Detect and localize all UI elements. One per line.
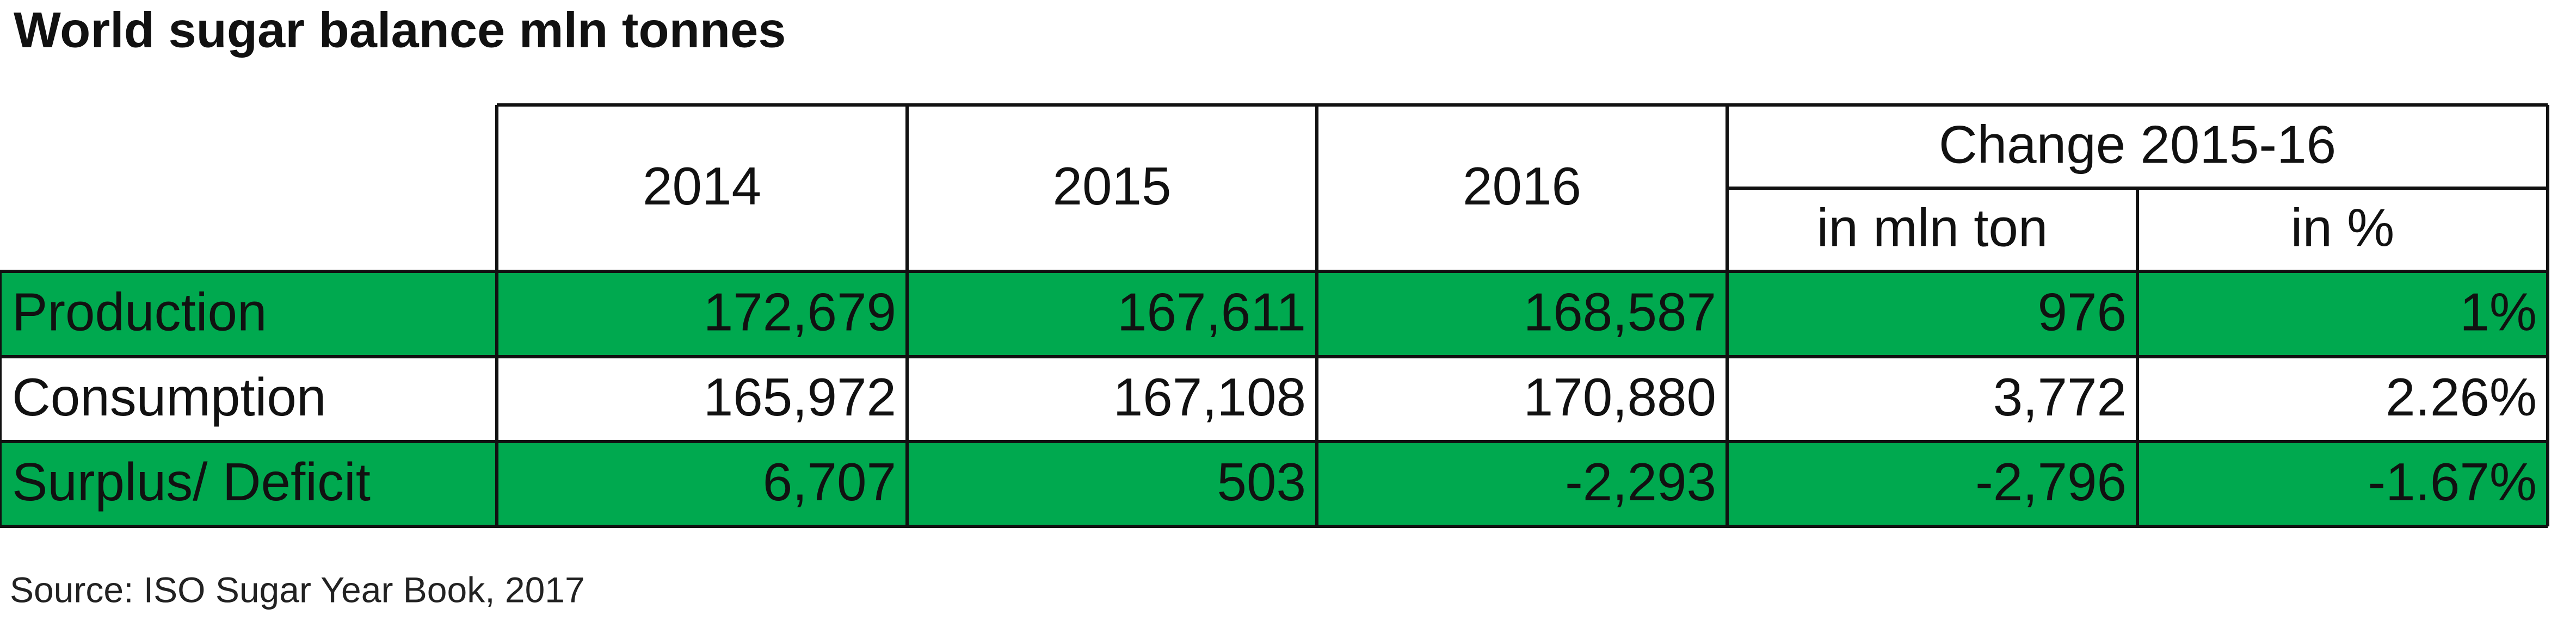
cell-value: 172,679 — [704, 282, 896, 341]
column-header: 2016 — [1463, 156, 1581, 216]
title: World sugar balance mln tonnes — [14, 2, 786, 58]
cell-value: 2.26% — [2386, 367, 2537, 427]
row-label: Surplus/ Deficit — [12, 452, 371, 512]
cell-value: 3,772 — [1993, 367, 2127, 427]
cell-value: 976 — [2037, 282, 2127, 341]
row-label: Consumption — [12, 367, 326, 427]
cell-value: 6,707 — [763, 452, 896, 512]
cell-value: -2,293 — [1565, 452, 1716, 512]
column-header: 2015 — [1052, 156, 1171, 216]
group-header: Change 2015-16 — [1939, 114, 2336, 174]
row-label: Production — [12, 282, 267, 341]
cell-value: 167,108 — [1113, 367, 1306, 427]
source: Source: ISO Sugar Year Book, 2017 — [10, 569, 585, 610]
cell-value: 170,880 — [1524, 367, 1716, 427]
cell-value: -2,796 — [1975, 452, 2127, 512]
cell-value: 503 — [1217, 452, 1306, 512]
sub-column-header: in mln ton — [1817, 197, 2048, 257]
cell-value: -1.67% — [2368, 452, 2537, 512]
sub-column-header: in % — [2291, 197, 2395, 257]
row-fill — [0, 442, 2548, 526]
cell-value: 165,972 — [704, 367, 896, 427]
cell-value: 168,587 — [1524, 282, 1716, 341]
row-fill — [0, 271, 2548, 357]
cell-value: 1% — [2460, 282, 2537, 341]
column-header: 2014 — [643, 156, 761, 216]
cell-value: 167,611 — [1117, 282, 1306, 341]
